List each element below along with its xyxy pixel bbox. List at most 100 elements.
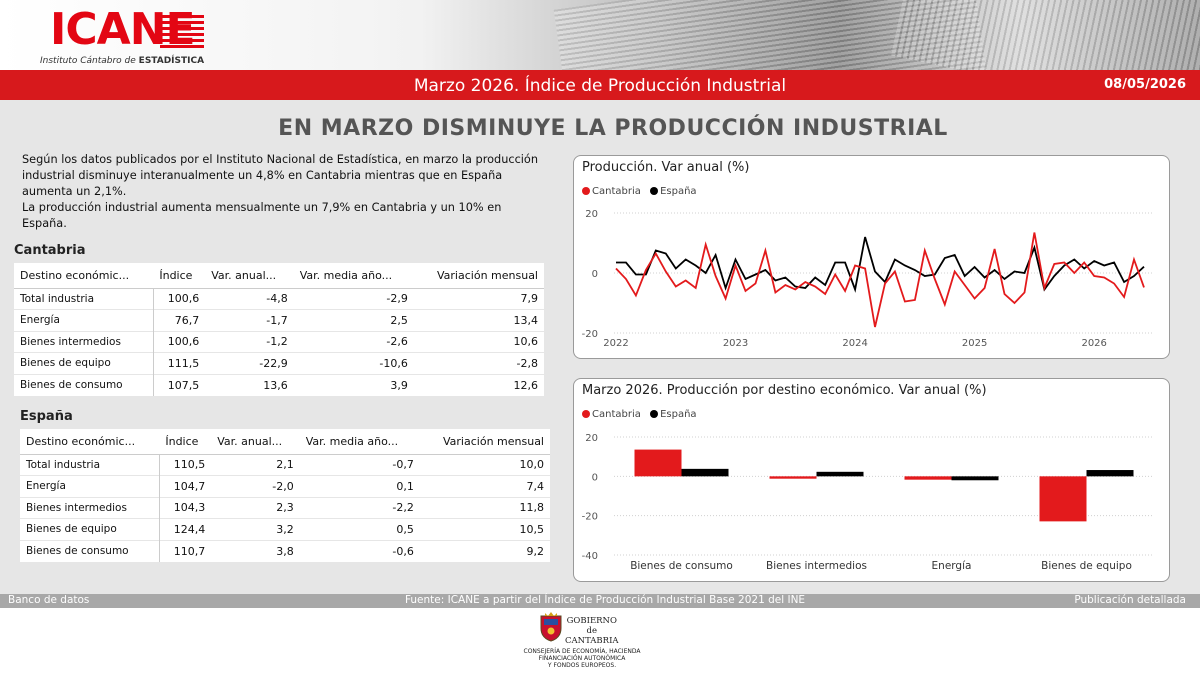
row-label: Bienes intermedios	[14, 330, 154, 353]
column-header[interactable]: Destino económic...	[14, 263, 154, 289]
bar-españa	[681, 468, 729, 477]
table-cell: 110,7	[159, 539, 212, 562]
table-row: Energía 76,7 -1,7 2,5 13,4	[14, 309, 544, 331]
table-cell: 13,4	[413, 309, 544, 331]
table-cell: 10,6	[413, 330, 544, 353]
icane-logo[interactable]: ICANE Instituto Cántabro de ESTADÍSTICA	[40, 6, 210, 67]
page-title: Marzo 2026. Índice de Producción Industr…	[413, 76, 787, 96]
y-tick-label: -40	[582, 551, 598, 562]
main-content: EN MARZO DISMINUYE LA PRODUCCIÓN INDUSTR…	[0, 100, 1200, 594]
table-cell: 0,5	[299, 518, 420, 540]
cantabria-title: Cantabria	[14, 243, 86, 258]
series-line-cantabria	[615, 232, 1145, 328]
line-chart-title: Producción. Var anual (%)	[582, 160, 750, 175]
banco-de-datos-link[interactable]: Banco de datos	[8, 594, 90, 606]
header-banner: ICANE Instituto Cántabro de ESTADÍSTICA	[0, 0, 1200, 70]
bar-españa	[1086, 470, 1134, 477]
row-label: Bienes de equipo	[20, 518, 160, 540]
gobierno-name: GOBIERNO de CANTABRIA	[565, 616, 619, 646]
column-header[interactable]: Variación mensual	[419, 429, 550, 455]
table-cell: 9,2	[419, 539, 550, 562]
table-cell: 10,5	[419, 518, 550, 540]
intro-paragraph-2: La producción industrial aumenta mensual…	[22, 201, 502, 230]
table-cell: -2,0	[211, 475, 300, 497]
coat-of-arms-icon	[540, 612, 562, 642]
table-cell: 104,3	[159, 496, 212, 519]
row-label: Energía	[14, 309, 154, 331]
table-cell: -2,8	[413, 352, 544, 374]
table-cell: -2,9	[293, 287, 414, 310]
table-cell: 7,4	[419, 475, 550, 497]
table-cell: -2,2	[299, 496, 420, 519]
table-cell: 100,6	[153, 287, 206, 310]
bar-cantabria	[769, 476, 817, 479]
logo-stripes	[160, 12, 204, 48]
bar-españa	[816, 471, 864, 477]
y-tick-label: 0	[592, 472, 598, 483]
publication-date: 08/05/2026	[1104, 77, 1186, 92]
table-cell: 107,5	[153, 373, 206, 396]
table-row: Total industria 110,5 2,1 -0,7 10,0	[20, 453, 550, 476]
table-cell: -2,6	[293, 330, 414, 353]
table-cell: 3,2	[211, 518, 300, 540]
table-cell: -10,6	[293, 352, 414, 374]
intro-text: Según los datos publicados por el Instit…	[22, 152, 542, 232]
column-header[interactable]: Var. anual...	[205, 263, 294, 289]
table-cell: 10,0	[419, 453, 550, 476]
legend-item-espana[interactable]: España	[650, 409, 697, 420]
legend-item-cantabria[interactable]: Cantabria	[582, 409, 641, 420]
legend-item-espana[interactable]: España	[650, 186, 697, 197]
y-tick-label: 20	[585, 433, 598, 444]
column-header[interactable]: Variación mensual	[413, 263, 544, 289]
table-cell: 7,9	[413, 287, 544, 310]
bar-cantabria	[904, 476, 952, 480]
row-label: Energía	[20, 475, 160, 497]
bar-chart-legend: Cantabria España	[582, 409, 703, 420]
row-label: Bienes de consumo	[14, 373, 154, 396]
publicacion-detallada-link[interactable]: Publicación detallada	[1074, 594, 1186, 606]
consejeria-name: CONSEJERÍA DE ECONOMÍA, HACIENDA FINANCI…	[523, 648, 641, 669]
series-line-españa	[616, 236, 1145, 293]
footer-bar: Banco de datos Fuente: ICANE a partir de…	[0, 594, 1200, 608]
table-cell: -0,6	[299, 539, 420, 562]
column-header[interactable]: Destino económic...	[20, 429, 160, 455]
source-note: Fuente: ICANE a partir del Índice de Pro…	[404, 594, 806, 606]
y-tick-label: 20	[585, 209, 598, 220]
column-header[interactable]: Var. anual...	[211, 429, 300, 455]
line-chart: -20 0 20 2022 2023 2024 2025 2026	[582, 209, 1154, 349]
legend-item-cantabria[interactable]: Cantabria	[582, 186, 641, 197]
table-header-row: Destino económic... Índice Var. anual... Va…	[20, 429, 550, 455]
column-header[interactable]: Índice	[153, 263, 206, 289]
headline: EN MARZO DISMINUYE LA PRODUCCIÓN INDUSTR…	[278, 116, 948, 141]
column-header[interactable]: Var. media año...	[299, 429, 420, 455]
x-tick-label: 2025	[962, 338, 987, 349]
table-cell: 2,1	[211, 453, 300, 476]
table-cell: 2,3	[211, 496, 300, 519]
logo-subtitle: Instituto Cántabro de ESTADÍSTICA	[40, 56, 205, 66]
table-cell: -1,7	[205, 309, 294, 331]
table-cell: 13,6	[205, 373, 294, 396]
category-label: Bienes de equipo	[1041, 560, 1132, 572]
column-header[interactable]: Índice	[159, 429, 212, 455]
table-row: Energía 104,7 -2,0 0,1 7,4	[20, 475, 550, 497]
table-row: Total industria 100,6 -4,8 -2,9 7,9	[14, 287, 544, 310]
bar-chart-title: Marzo 2026. Producción por destino econó…	[582, 383, 987, 398]
table-row: Bienes de consumo 110,7 3,8 -0,6 9,2	[20, 539, 550, 562]
column-header[interactable]: Var. media año...	[293, 263, 414, 289]
legend-dot	[650, 187, 659, 195]
x-tick-label: 2026	[1081, 338, 1106, 349]
bar-chart: -40 -20 0 20 Bienes de consumo Bienes interme…	[582, 433, 1154, 572]
gobierno-cantabria-logo: GOBIERNO de CANTABRIA CONSEJERÍA DE ECON…	[512, 610, 652, 672]
legend-dot	[582, 187, 590, 195]
y-tick-label: -20	[582, 329, 598, 340]
table-cell: 111,5	[153, 352, 206, 374]
table-row: Bienes intermedios 100,6 -1,2 -2,6 10,6	[14, 330, 544, 353]
bar-cantabria	[1039, 476, 1087, 522]
line-chart-card: -20 0 20 2022 2023 2024 2025 2026 Producción. V…	[573, 155, 1170, 359]
table-cell: 2,5	[293, 309, 414, 331]
bar-cantabria	[634, 449, 682, 477]
legend-dot	[650, 410, 659, 418]
y-tick-label: -20	[582, 512, 598, 523]
table-header-row: Destino económic... Índice Var. anual... Va…	[14, 263, 544, 289]
row-label: Bienes de equipo	[14, 352, 154, 374]
